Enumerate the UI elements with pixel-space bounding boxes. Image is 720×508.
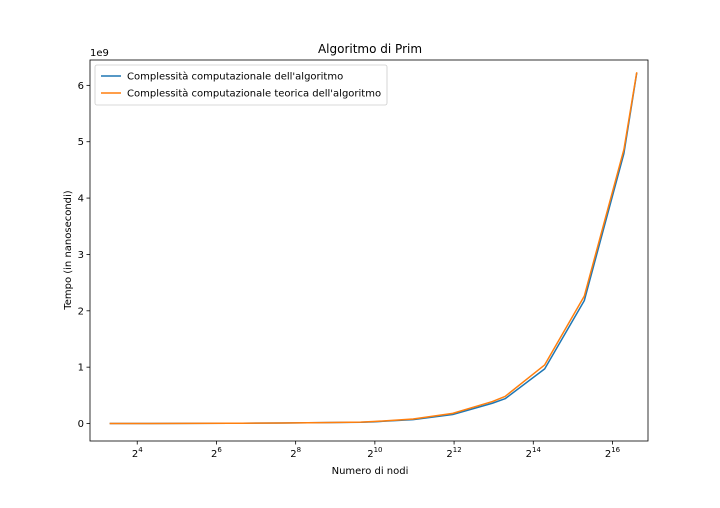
x-tick-label: 24 [132,446,143,460]
y-tick-label: 2 [78,306,84,317]
x-tick-label: 216 [605,446,621,460]
y-offset-label: 1e9 [90,48,109,59]
legend-label-2: Complessità computazionale teorica dell'… [127,88,381,100]
x-tick-label: 28 [290,446,301,460]
x-tick-label: 26 [211,446,222,460]
y-axis-label: Tempo (in nanosecondi) [63,190,74,311]
plot-layer: 24 26 28 210 212 214 216 0 1 2 3 4 5 6 [78,59,649,460]
legend: Complessità computazionale dell'algoritm… [94,64,388,106]
x-tick-label: 210 [367,446,382,460]
chart-title: Algoritmo di Prim [318,42,422,56]
y-tick-label: 5 [78,137,84,148]
legend-box [94,64,388,106]
x-tick-label: 212 [446,446,461,460]
y-tick-label: 1 [78,363,84,374]
series-line-2 [109,72,638,425]
y-tick-label: 0 [78,419,84,430]
x-axis-label: Numero di nodi [332,466,409,477]
y-tick-label: 6 [78,81,84,92]
series-line-1 [109,72,638,425]
legend-label-1: Complessità computazionale dell'algoritm… [127,71,343,83]
y-tick-label: 4 [78,194,84,205]
y-tick-label: 3 [78,250,84,261]
axes-frame [89,59,649,442]
x-tick-label: 214 [526,446,542,460]
